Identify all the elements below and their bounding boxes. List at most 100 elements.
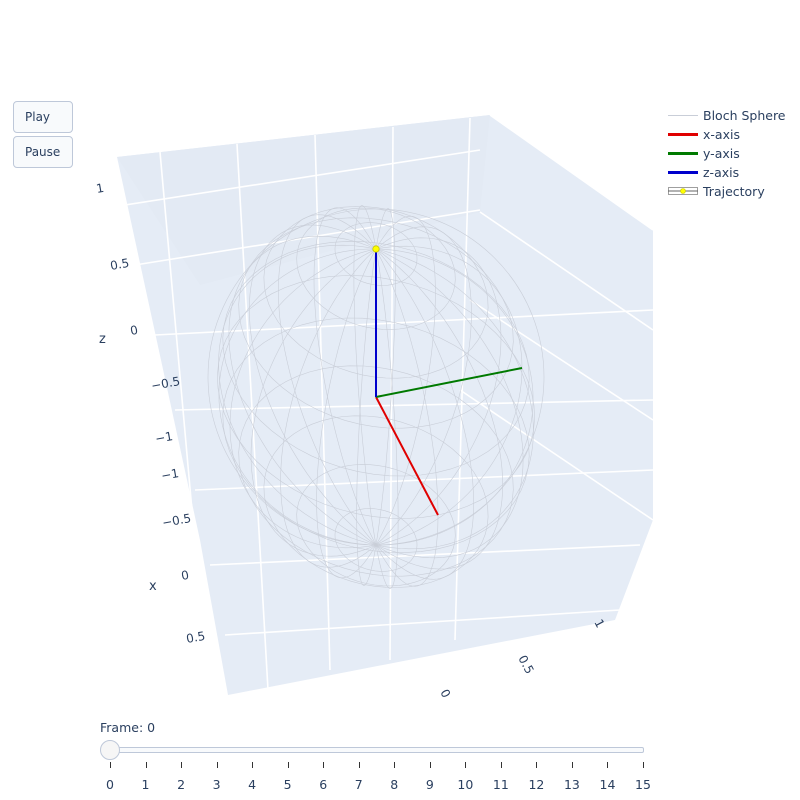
gridline xyxy=(159,151,209,691)
z-tick-label: 1 xyxy=(95,181,105,196)
z-tick-label: −0.5 xyxy=(150,374,181,393)
x-axis-vector xyxy=(375,396,439,516)
sphere-meridian xyxy=(313,207,377,546)
slider-tick-mark xyxy=(465,762,467,768)
play-button[interactable]: Play xyxy=(13,101,73,133)
z-tick-label: −1 xyxy=(154,429,174,446)
slider-tick-label[interactable]: 5 xyxy=(283,777,292,792)
slider-tick-mark xyxy=(394,762,396,768)
sphere-meridian xyxy=(375,215,436,546)
sphere-meridian xyxy=(375,248,475,580)
slider-tick-label[interactable]: 8 xyxy=(390,777,399,792)
z-tick-label: 0 xyxy=(129,323,139,338)
sphere-meridian xyxy=(356,248,377,586)
legend-label: z-axis xyxy=(703,165,740,180)
legend-swatch-y-axis xyxy=(668,152,698,155)
slider-tick-mark xyxy=(536,762,538,768)
slider-tick-label[interactable]: 14 xyxy=(599,777,616,792)
sphere-meridian xyxy=(277,214,377,546)
x-tick-label: 0.5 xyxy=(185,629,206,646)
gridline xyxy=(174,399,654,411)
legend-swatch-x-axis xyxy=(668,133,698,136)
frame-slider-ticks: 0 1 2 3 4 5 6 7 8 9 10 11 12 13 14 15 xyxy=(0,762,800,792)
legend-item-z-axis[interactable]: z-axis xyxy=(668,163,786,182)
sphere-meridian xyxy=(375,226,472,546)
slider-tick-label[interactable]: 11 xyxy=(492,777,509,792)
frame-label: Frame: 0 xyxy=(100,720,155,735)
sphere-meridian xyxy=(229,248,377,549)
gridline xyxy=(459,389,654,521)
slider-tick-mark xyxy=(287,762,289,768)
frame-label-value: 0 xyxy=(147,720,156,735)
sphere-meridian xyxy=(375,237,502,546)
frame-slider-track[interactable] xyxy=(110,747,644,753)
sphere-meridian xyxy=(375,248,399,589)
slider-tick-label[interactable]: 3 xyxy=(212,777,221,792)
slider-tick-mark xyxy=(145,762,147,768)
sphere-meridian xyxy=(218,244,377,546)
z-tick-label: 0.5 xyxy=(109,256,130,273)
legend-label: x-axis xyxy=(703,127,740,142)
y-tick-label: 0 xyxy=(437,687,453,700)
legend-label: Trajectory xyxy=(703,184,765,199)
pause-button[interactable]: Pause xyxy=(13,136,73,168)
gridline xyxy=(479,211,654,331)
slider-tick-mark xyxy=(110,762,111,768)
x-tick-label: −1 xyxy=(160,466,180,483)
gridline xyxy=(489,114,654,231)
legend-swatch-trajectory xyxy=(668,187,698,195)
trajectory-marker xyxy=(372,245,380,253)
sphere-meridian xyxy=(250,248,377,557)
sphere-meridian xyxy=(280,248,377,568)
legend-item-trajectory[interactable]: Trajectory xyxy=(668,182,786,201)
y-tick-label: 0.5 xyxy=(515,653,536,676)
slider-tick-label[interactable]: 1 xyxy=(141,777,150,792)
slider-tick-mark xyxy=(216,762,218,768)
sphere-meridian xyxy=(375,248,534,550)
sphere-meridian xyxy=(375,248,504,570)
scene-gridlines xyxy=(124,114,654,691)
scene-wall-left xyxy=(117,115,490,285)
sphere-meridian xyxy=(248,224,377,546)
legend-swatch-z-axis xyxy=(668,171,698,174)
slider-tick-mark xyxy=(252,762,254,768)
axis-title-x: x xyxy=(149,579,157,594)
slider-tick-mark xyxy=(429,762,431,768)
sphere-outline xyxy=(207,208,545,546)
x-tick-label: 0 xyxy=(180,568,190,583)
gridline xyxy=(154,309,654,336)
gridline xyxy=(134,209,481,266)
slider-tick-label[interactable]: 13 xyxy=(563,777,580,792)
slider-tick-label[interactable]: 15 xyxy=(635,777,651,792)
slider-tick-label[interactable]: 9 xyxy=(425,777,434,792)
frame-label-prefix: Frame: xyxy=(100,720,148,735)
slider-tick-label[interactable]: 2 xyxy=(177,777,186,792)
legend-item-x-axis[interactable]: x-axis xyxy=(668,125,786,144)
slider-tick-mark xyxy=(358,762,360,768)
slider-tick-label[interactable]: 0 xyxy=(106,777,114,792)
sphere-meridian xyxy=(375,248,534,546)
gridline xyxy=(314,134,331,671)
slider-tick-label[interactable]: 4 xyxy=(248,777,257,792)
slider-tick-mark xyxy=(181,762,183,768)
frame-slider-handle[interactable] xyxy=(100,740,120,760)
gridline xyxy=(224,609,621,636)
axis-vectors xyxy=(375,249,523,516)
scene-tick-labels: −1−0.500.51−1−0.500.500.51 xyxy=(95,181,607,700)
slider-tick-label[interactable]: 7 xyxy=(354,777,363,792)
slider-tick-mark xyxy=(323,762,325,768)
x-tick-label: −0.5 xyxy=(161,511,192,530)
gridline xyxy=(209,544,641,566)
legend-swatch-bloch-sphere xyxy=(668,115,698,116)
sphere-meridian xyxy=(353,205,377,546)
slider-tick-label[interactable]: 6 xyxy=(319,777,328,792)
legend-item-y-axis[interactable]: y-axis xyxy=(668,144,786,163)
slider-tick-label[interactable]: 12 xyxy=(528,777,545,792)
sphere-meridian xyxy=(316,248,377,579)
slider-tick-label[interactable]: 10 xyxy=(457,777,474,792)
sphere-meridian xyxy=(375,248,524,559)
sphere-meridian xyxy=(228,235,377,546)
legend-item-bloch-sphere[interactable]: Bloch Sphere xyxy=(668,106,786,125)
y-axis-vector xyxy=(375,367,523,398)
